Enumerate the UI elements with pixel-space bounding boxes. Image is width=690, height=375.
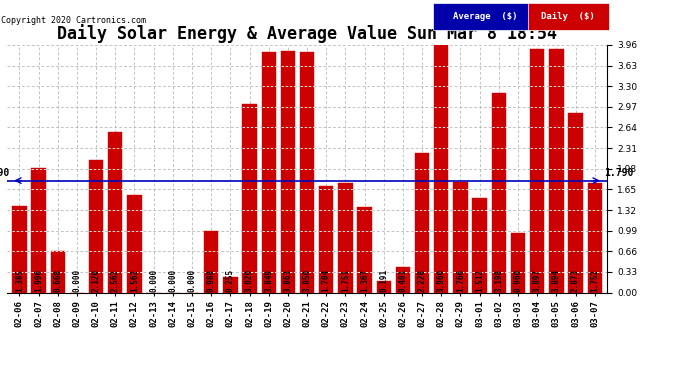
Text: 3.850: 3.850 xyxy=(302,269,312,292)
Text: 0.401: 0.401 xyxy=(398,269,407,292)
Text: 0.668: 0.668 xyxy=(53,269,62,292)
Text: 0.000: 0.000 xyxy=(168,269,177,292)
Text: 0.191: 0.191 xyxy=(380,269,388,292)
Bar xyxy=(242,104,257,292)
Bar xyxy=(12,206,26,292)
Text: 3.894: 3.894 xyxy=(552,269,561,292)
Text: 1.996: 1.996 xyxy=(34,269,43,292)
Text: Copyright 2020 Cartronics.com: Copyright 2020 Cartronics.com xyxy=(1,16,146,25)
Text: 1.790: 1.790 xyxy=(604,168,633,177)
Text: 1.766: 1.766 xyxy=(456,269,465,292)
Bar xyxy=(223,277,237,292)
Text: 3.020: 3.020 xyxy=(245,269,254,292)
Bar xyxy=(530,49,544,292)
Text: 3.849: 3.849 xyxy=(264,269,273,292)
Text: 0.000: 0.000 xyxy=(72,269,81,292)
Text: 2.228: 2.228 xyxy=(417,269,426,292)
Text: 0.988: 0.988 xyxy=(207,269,216,292)
Bar xyxy=(492,93,506,292)
Bar xyxy=(434,45,448,292)
Bar xyxy=(453,182,468,292)
Text: 0.255: 0.255 xyxy=(226,269,235,292)
FancyBboxPatch shape xyxy=(433,3,538,30)
Bar xyxy=(588,183,602,292)
Text: 1.704: 1.704 xyxy=(322,269,331,292)
Bar xyxy=(319,186,333,292)
Bar xyxy=(300,52,314,292)
Bar xyxy=(89,160,104,292)
Text: 3.198: 3.198 xyxy=(494,269,503,292)
Text: 0.000: 0.000 xyxy=(188,269,197,292)
Bar xyxy=(473,198,487,292)
Bar xyxy=(262,52,276,292)
Text: 3.863: 3.863 xyxy=(284,269,293,292)
Text: 2.120: 2.120 xyxy=(92,269,101,292)
Text: 3.897: 3.897 xyxy=(533,269,542,292)
Bar xyxy=(569,113,583,292)
Text: 3.960: 3.960 xyxy=(437,269,446,292)
Bar xyxy=(338,183,353,292)
Text: 2.873: 2.873 xyxy=(571,269,580,292)
FancyBboxPatch shape xyxy=(528,3,609,30)
Bar xyxy=(204,231,218,292)
Text: 1.512: 1.512 xyxy=(475,269,484,292)
Text: 1.752: 1.752 xyxy=(590,269,599,292)
Text: 1.751: 1.751 xyxy=(341,269,350,292)
Text: 0.960: 0.960 xyxy=(513,269,522,292)
Bar xyxy=(357,207,372,292)
Text: Daily  ($): Daily ($) xyxy=(542,12,595,21)
Bar xyxy=(281,51,295,292)
Text: +1.790: +1.790 xyxy=(0,168,10,177)
Bar xyxy=(377,280,391,292)
Text: 1.562: 1.562 xyxy=(130,269,139,292)
Text: 0.000: 0.000 xyxy=(149,269,158,292)
Title: Daily Solar Energy & Average Value Sun Mar 8 18:54: Daily Solar Energy & Average Value Sun M… xyxy=(57,24,557,44)
Text: 1.385: 1.385 xyxy=(15,269,24,292)
Bar xyxy=(127,195,141,292)
Bar xyxy=(108,132,122,292)
Bar xyxy=(549,49,564,292)
Text: 2.562: 2.562 xyxy=(111,269,120,292)
Bar xyxy=(511,232,525,292)
Bar xyxy=(415,153,429,292)
Text: Average  ($): Average ($) xyxy=(453,12,518,21)
Bar xyxy=(50,251,65,292)
Text: 1.367: 1.367 xyxy=(360,269,369,292)
Bar xyxy=(31,168,46,292)
Bar xyxy=(396,267,410,292)
